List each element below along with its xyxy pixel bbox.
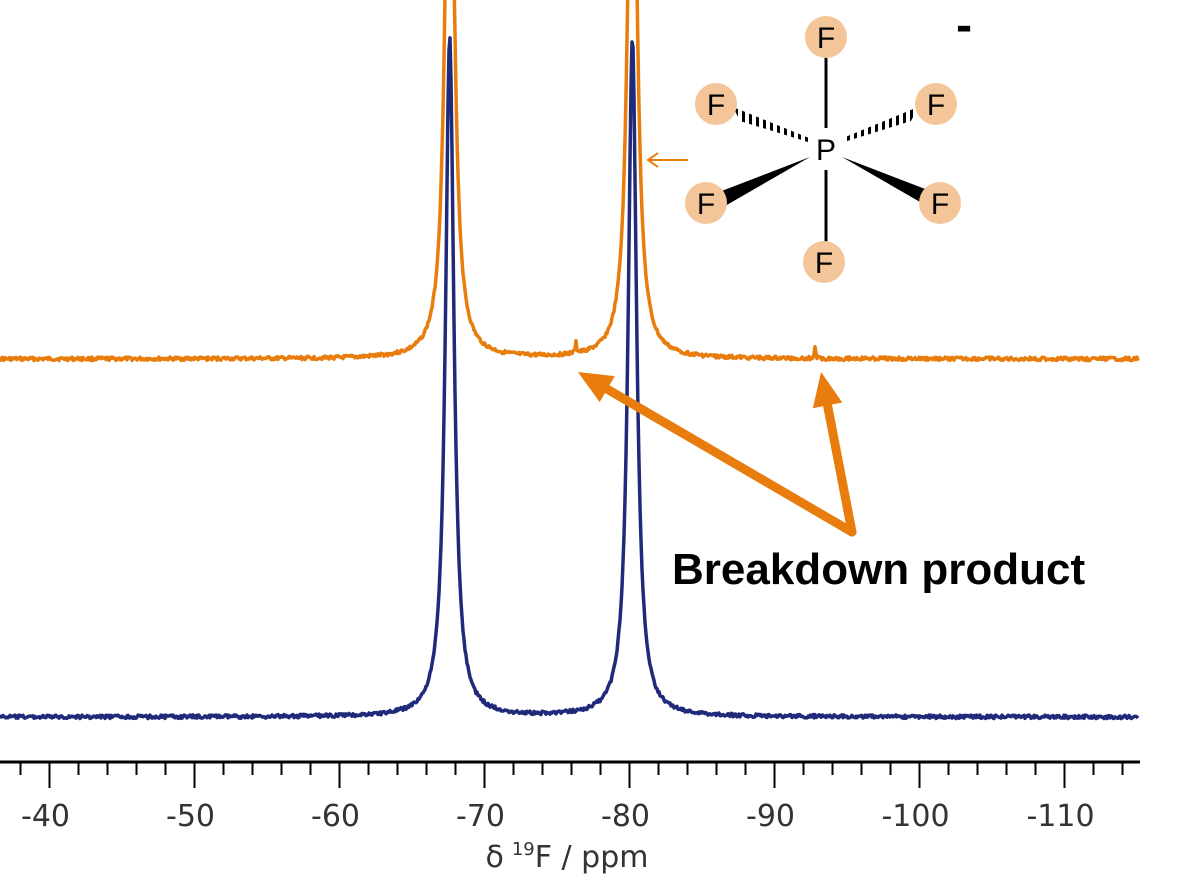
x-tick-label: -90: [746, 799, 795, 834]
breakdown-arrow-shaft: [602, 384, 857, 537]
svg-text:F: F: [927, 89, 945, 122]
spectra-area: [0, 0, 1140, 721]
breakdown-label: Breakdown product: [672, 545, 1085, 594]
spectrum-trace-navy: [0, 36, 1140, 721]
pf6-structure: F F F F F F P -: [685, 4, 972, 283]
breakdown-arrow-head: [577, 372, 615, 403]
ion-charge: -: [956, 4, 973, 50]
x-tick-label: -40: [21, 799, 70, 834]
fluorine-atom: F: [805, 16, 847, 58]
svg-text:F: F: [931, 188, 949, 221]
svg-text:F: F: [707, 89, 725, 122]
x-axis-tick-labels: -40 -50 -60 -70 -80 -90 -100 -110: [21, 799, 1095, 834]
svg-text:F: F: [815, 247, 833, 280]
x-axis: -40 -50 -60 -70 -80 -90 -100 -110 δ 19F /…: [0, 760, 1140, 875]
hashed-bond-right: [843, 107, 918, 142]
x-tick-label: -110: [1026, 799, 1094, 834]
fluorine-atom: F: [685, 182, 727, 224]
fluorine-atom: F: [695, 83, 737, 125]
x-tick-label: -80: [601, 799, 650, 834]
x-tick-label: -60: [311, 799, 360, 834]
breakdown-arrows: [577, 372, 857, 537]
hashed-bond-left: [733, 107, 809, 142]
spectrum-trace-orange: [0, 0, 1140, 363]
peak-marker-arrow: [646, 152, 688, 168]
breakdown-arrow-head: [812, 372, 843, 409]
x-axis-ticks: [19, 762, 1124, 788]
x-tick-label: -100: [881, 799, 949, 834]
fluorine-atom: F: [915, 83, 957, 125]
x-axis-label: δ 19F / ppm: [485, 839, 648, 875]
breakdown-annotation: Breakdown product: [577, 372, 1085, 594]
x-tick-label: -70: [456, 799, 505, 834]
svg-text:F: F: [697, 188, 715, 221]
svg-text:F: F: [817, 22, 835, 55]
phosphorus-atom: P: [816, 134, 836, 167]
breakdown-arrow-shaft: [823, 400, 857, 537]
wedge-bond-left: [719, 157, 810, 206]
x-tick-label: -50: [166, 799, 215, 834]
fluorine-atom: F: [919, 182, 961, 224]
fluorine-atom: F: [803, 241, 845, 283]
wedge-bond-right: [842, 157, 933, 206]
